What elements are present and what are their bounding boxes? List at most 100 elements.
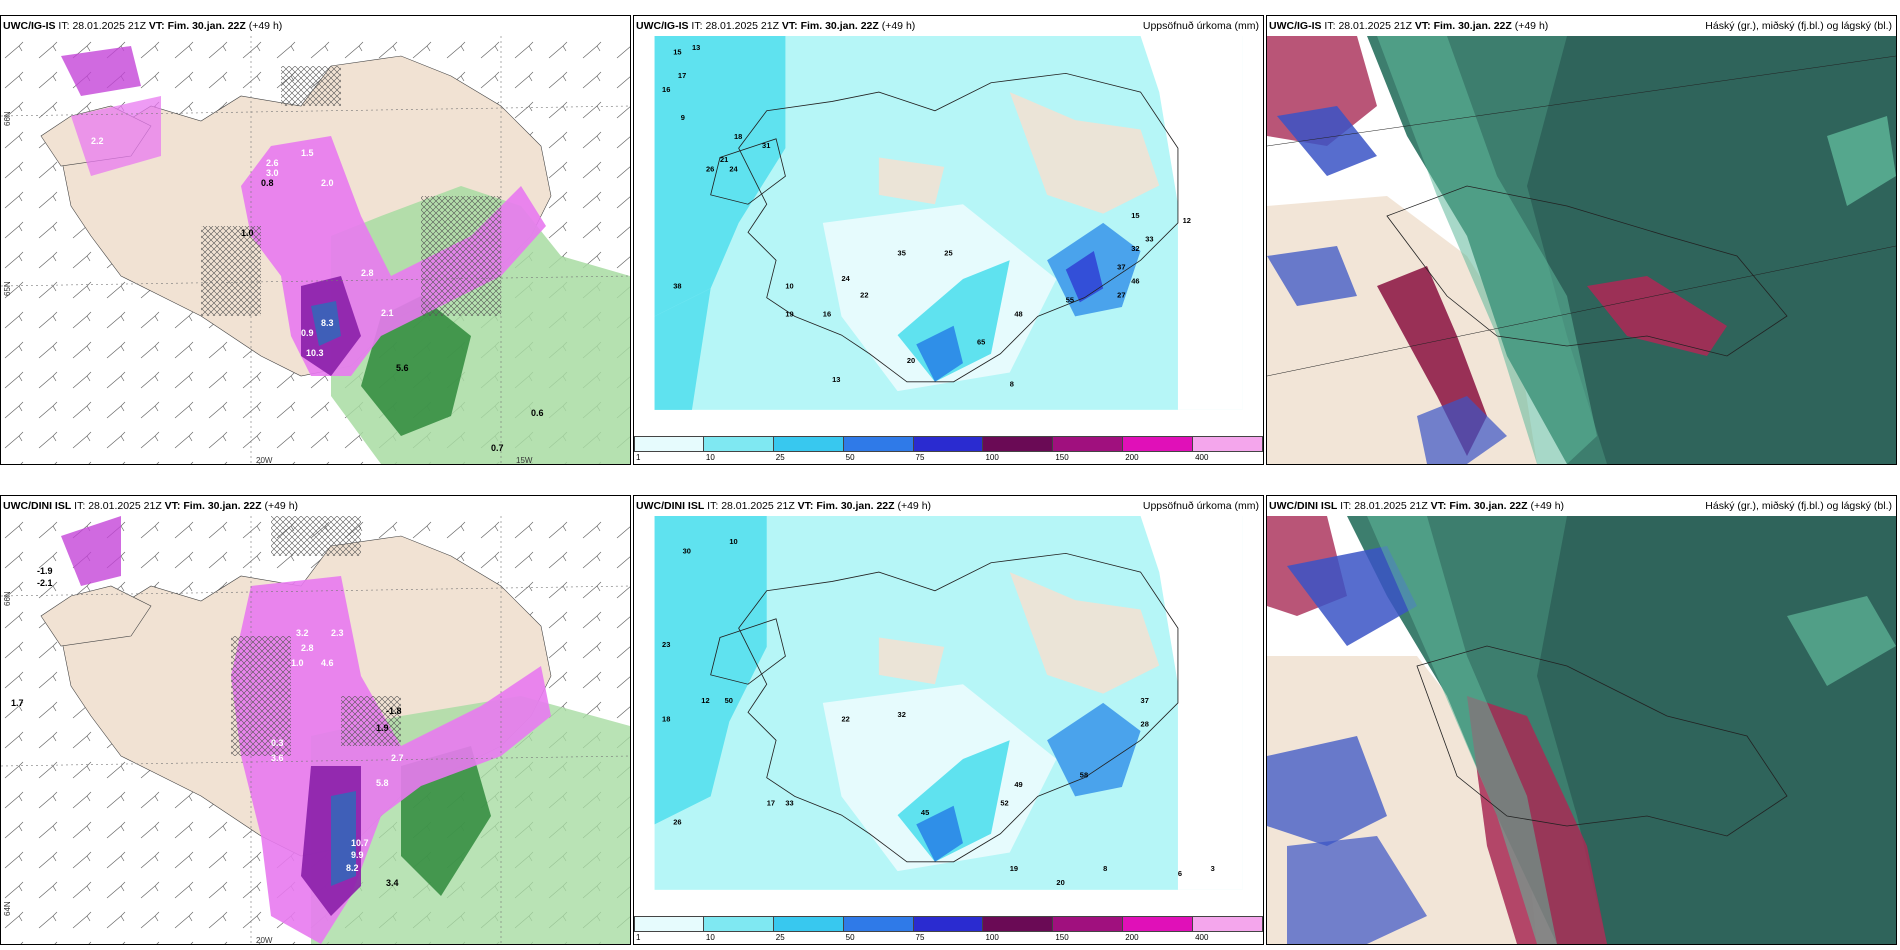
map-value: 8.3 xyxy=(321,318,334,328)
map-value: 4.6 xyxy=(321,658,334,668)
init-time: 28.01.2025 21Z xyxy=(1338,20,1412,32)
colorbar-swatch xyxy=(843,916,914,932)
map-value: 2.8 xyxy=(301,643,314,653)
precip-value: 19 xyxy=(1010,864,1018,873)
valid-time: Fim. 30.jan. 22Z xyxy=(1433,20,1512,32)
lead-time: (+49 h) xyxy=(1530,500,1565,512)
vt-label: VT: xyxy=(781,20,798,32)
vt-label: VT: xyxy=(148,20,165,32)
precip-value: 31 xyxy=(762,141,770,150)
colorbar-tick: 100 xyxy=(985,453,999,462)
model-name: UWC/DINI ISL xyxy=(636,500,705,512)
precip-value: 26 xyxy=(673,817,681,826)
valid-time: Fim. 30.jan. 22Z xyxy=(167,20,246,32)
colorbar-swatch xyxy=(913,916,984,932)
colorbar-tick: 200 xyxy=(1125,453,1139,462)
map-value: -1.8 xyxy=(386,706,402,716)
map-value: 2.7 xyxy=(391,753,404,763)
panel-clouds-top: UWC/IG-IS IT: 28.01.2025 21Z VT: Fim. 30… xyxy=(1266,15,1897,465)
precip-value: 13 xyxy=(692,43,700,52)
lat-label-64n: 64N xyxy=(3,901,12,916)
colorbar-tick: 75 xyxy=(915,933,925,942)
init-time: 28.01.2025 21Z xyxy=(88,500,162,512)
vt-label: VT: xyxy=(797,500,814,512)
precip-value: 48 xyxy=(1014,309,1022,318)
precip-value: 32 xyxy=(898,710,906,719)
precip-value: 37 xyxy=(1117,263,1125,272)
colorbar-swatch xyxy=(1123,916,1194,932)
precip-value: 46 xyxy=(1131,277,1139,286)
precip-value: 26 xyxy=(706,165,714,174)
precip-value: 12 xyxy=(1183,216,1191,225)
colorbar-swatch xyxy=(1123,436,1194,452)
panel-header: UWC/IG-IS IT: 28.01.2025 21Z VT: Fim. 30… xyxy=(1267,16,1896,36)
colorbar-tick: 10 xyxy=(705,453,715,462)
colorbar-swatch xyxy=(703,436,774,452)
precip-value: 19 xyxy=(785,309,793,318)
field-title: Uppsöfnuð úrkoma (mm) xyxy=(1142,20,1259,32)
map-value: 10.7 xyxy=(351,838,369,848)
map-value: 0.7 xyxy=(491,443,504,453)
colorbar-tick: 10 xyxy=(705,933,715,942)
colorbar-tick: 200 xyxy=(1125,933,1139,942)
precip-value: 8 xyxy=(1103,864,1107,873)
colorbar: 1 10 25 50 75 100 150 200 400 xyxy=(634,436,1263,464)
map-value: 2.1 xyxy=(381,308,394,318)
precip-value: 13 xyxy=(832,375,840,384)
lon-label-20w: 20W xyxy=(256,936,273,945)
colorbar-tick: 25 xyxy=(775,453,785,462)
vt-label: VT: xyxy=(1414,20,1431,32)
map-value: 2.6 xyxy=(266,158,279,168)
map-value: 3.4 xyxy=(386,878,399,888)
map-value: 2.8 xyxy=(361,268,374,278)
valid-time: Fim. 30.jan. 22Z xyxy=(800,20,879,32)
init-time: 28.01.2025 21Z xyxy=(1354,500,1428,512)
precip-value: 25 xyxy=(944,249,952,258)
map-value: -2.1 xyxy=(37,578,53,588)
colorbar-swatch xyxy=(634,916,704,932)
map-value: 0.3 xyxy=(271,738,284,748)
colorbar-tick: 150 xyxy=(1055,453,1069,462)
map-value: 9.9 xyxy=(351,850,364,860)
precip-value: 15 xyxy=(673,48,681,57)
map-value: 0.9 xyxy=(301,328,314,338)
lat-label-66n: 66N xyxy=(3,591,12,606)
valid-time: Fim. 30.jan. 22Z xyxy=(183,500,262,512)
panel-clouds-bottom: UWC/DINI ISL IT: 28.01.2025 21Z VT: Fim.… xyxy=(1266,495,1897,945)
panel-accum-precip-top: UWC/IG-IS IT: 28.01.2025 21Z VT: Fim. 30… xyxy=(633,15,1264,465)
precip-value: 28 xyxy=(1141,719,1149,728)
colorbar-swatch xyxy=(983,436,1054,452)
colorbar: 1 10 25 50 75 100 150 200 400 xyxy=(634,916,1263,944)
wind-precip-map: 2.2 0.8 1.5 2.6 3.0 1.0 2.0 2.8 8.3 10.3… xyxy=(1,36,630,464)
precip-value: 21 xyxy=(720,155,728,164)
colorbar-swatch xyxy=(913,436,984,452)
precip-value: 33 xyxy=(1145,235,1153,244)
precip-value: 6 xyxy=(1178,869,1182,878)
colorbar-tick: 50 xyxy=(845,453,855,462)
lead-time: (+49 h) xyxy=(248,20,283,32)
panel-header: UWC/IG-IS IT: 28.01.2025 21Z VT: Fim. 30… xyxy=(1,16,630,36)
lead-time: (+49 h) xyxy=(897,500,932,512)
precip-value: 49 xyxy=(1014,780,1022,789)
precip-value: 16 xyxy=(662,85,670,94)
colorbar-swatch xyxy=(773,436,844,452)
accum-precip-map: 15 13 17 16 9 18 31 21 26 24 38 10 19 16… xyxy=(654,36,1243,410)
lat-label-66n: 66N xyxy=(3,111,12,126)
model-name: UWC/IG-IS xyxy=(636,20,689,32)
map-value: 2.0 xyxy=(321,178,334,188)
colorbar-tick: 1 xyxy=(636,933,641,942)
colorbar-tick: 150 xyxy=(1055,933,1069,942)
precip-value: 33 xyxy=(785,799,793,808)
precip-value: 20 xyxy=(907,356,915,365)
lon-label-15w: 15W xyxy=(516,456,533,465)
cloud-cover-map xyxy=(1267,36,1896,464)
map-value: 3.0 xyxy=(266,168,279,178)
precip-value: 22 xyxy=(841,715,849,724)
map-value: 5.6 xyxy=(396,363,409,373)
panel-header: UWC/DINI ISL IT: 28.01.2025 21Z VT: Fim.… xyxy=(1,496,630,516)
precip-value: 30 xyxy=(683,546,691,555)
vt-label: VT: xyxy=(1430,500,1447,512)
precip-value: 20 xyxy=(1056,878,1064,887)
colorbar-swatch xyxy=(634,436,704,452)
precip-value: 65 xyxy=(977,337,985,346)
